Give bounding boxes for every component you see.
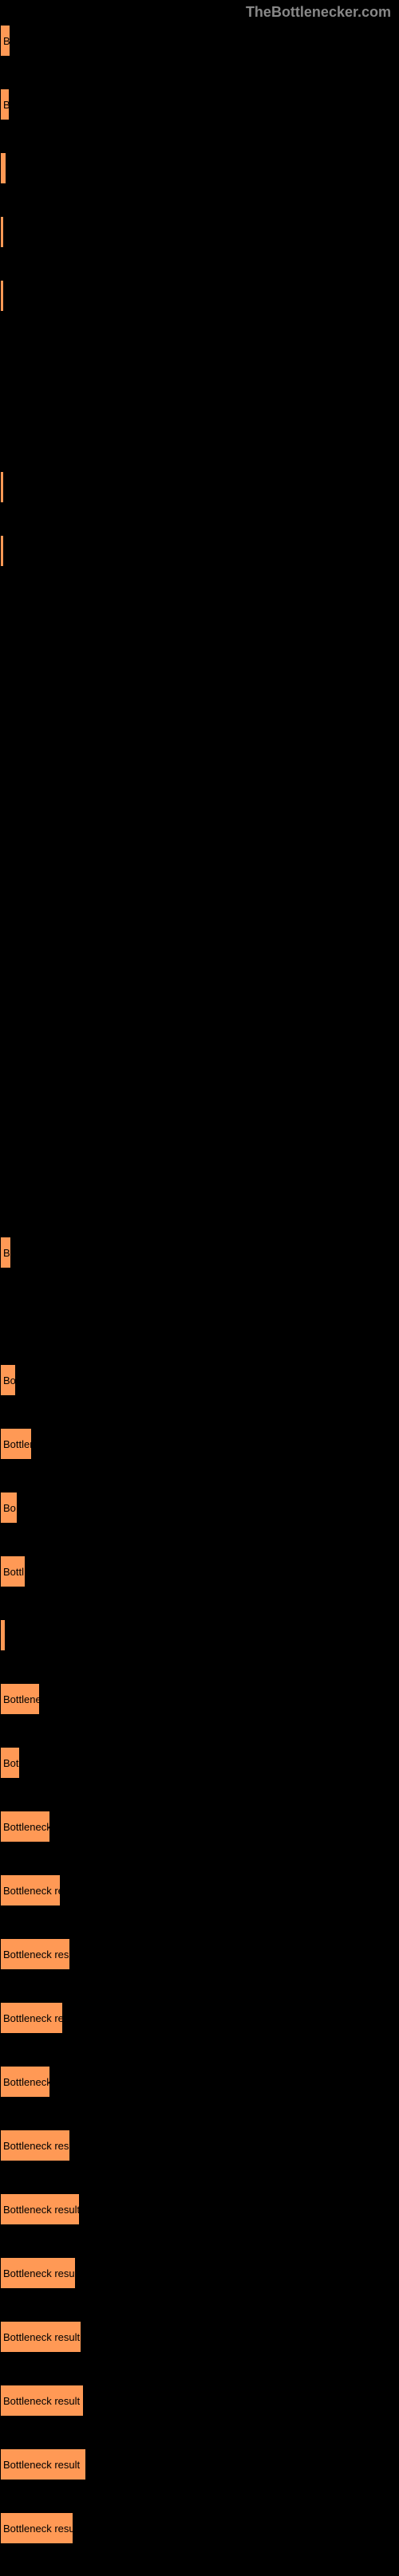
bar: Bottleneck result <box>0 2448 86 2480</box>
bar-label: Bot <box>3 1757 19 1769</box>
bar: Bottleneck result <box>0 2193 80 2225</box>
bar: Bottleneck re <box>0 1874 61 1906</box>
bar-label: Bo <box>3 1375 16 1386</box>
bar-label: Bottleneck result <box>3 2331 80 2343</box>
bar-row: Bottleneck resu <box>0 2512 399 2554</box>
bar-row <box>0 981 399 1024</box>
bar-label: Bottleneck <box>3 2076 50 2088</box>
bar: Bottleneck <box>0 1811 50 1843</box>
bar-label: Bottleneck resu <box>3 2140 70 2152</box>
brand-header: TheBottlenecker.com <box>0 0 399 25</box>
bar-row: Bottleneck result <box>0 2321 399 2363</box>
bar-label: Bottl <box>3 1566 24 1578</box>
bar-row <box>0 790 399 832</box>
bar-label: Bottleneck result <box>3 2204 80 2216</box>
bar <box>0 280 4 312</box>
bar: Bottlene <box>0 1683 40 1715</box>
bar-row: Bottleneck result <box>0 2193 399 2236</box>
bar: Bottleneck resu <box>0 2130 70 2161</box>
bar-row <box>0 1300 399 1343</box>
bar <box>0 216 4 248</box>
bar <box>0 152 6 184</box>
bar: B <box>0 88 10 120</box>
bar-label: Bottleneck resul <box>3 2267 76 2279</box>
bar-row: Bottleneck re <box>0 1874 399 1917</box>
bar-row <box>0 152 399 195</box>
bar-row <box>0 535 399 577</box>
bar-row <box>0 663 399 705</box>
bar-row: Bottleneck re <box>0 2002 399 2044</box>
bar-row: Bo <box>0 1492 399 1534</box>
bar-row: Bottleneck result <box>0 2385 399 2427</box>
brand-text: TheBottlenecker.com <box>246 4 391 20</box>
bar-row <box>0 407 399 450</box>
bar-row <box>0 918 399 960</box>
bar-row: Bottleneck resul <box>0 2257 399 2299</box>
bar-row: Bottleneck result <box>0 2448 399 2491</box>
bar-row <box>0 280 399 322</box>
bar <box>0 471 4 503</box>
bar: Bottleneck result <box>0 2321 81 2353</box>
bar-row <box>0 1109 399 1151</box>
bar-row: B <box>0 88 399 131</box>
bar-row <box>0 1173 399 1215</box>
bar-row <box>0 1619 399 1662</box>
bar-label: B <box>3 35 10 47</box>
bar-row <box>0 726 399 769</box>
bar-row <box>0 344 399 386</box>
bar-label: Bottlene <box>3 1693 40 1705</box>
bar-row: B <box>0 1237 399 1279</box>
bar: Bottl <box>0 1555 26 1587</box>
bar-label: Bottleneck <box>3 1821 50 1833</box>
bar-row: B <box>0 25 399 67</box>
bar-row: Bottleneck resu <box>0 2130 399 2172</box>
bar: B <box>0 25 10 57</box>
bottleneck-chart: B B B Bo Bottler Bo Bottl Bottlene Bot Bottleneck… <box>0 25 399 2554</box>
bar-row: Bo <box>0 1364 399 1406</box>
bar-row: Bottleneck <box>0 2066 399 2108</box>
bar-row <box>0 1045 399 1087</box>
bar: Bottleneck result <box>0 2385 84 2417</box>
bar-row <box>0 216 399 258</box>
bar-row: Bottleneck <box>0 1811 399 1853</box>
bar: Bottleneck <box>0 2066 50 2098</box>
bar: Bottleneck re <box>0 2002 63 2034</box>
bar-row: Bottl <box>0 1555 399 1598</box>
bar-row <box>0 599 399 641</box>
bar-row: Bottlene <box>0 1683 399 1725</box>
bar-label: Bottleneck result <box>3 2395 80 2407</box>
bar: Bottler <box>0 1428 32 1460</box>
bar: Bo <box>0 1364 16 1396</box>
bar: B <box>0 1237 11 1268</box>
bar: Bo <box>0 1492 18 1524</box>
bar-label: Bottleneck re <box>3 2012 63 2024</box>
bar-label: B <box>3 1247 10 1259</box>
bar <box>0 1619 6 1651</box>
bar-label: Bottleneck re <box>3 1885 61 1897</box>
bar-row: Bottleneck resu <box>0 1938 399 1980</box>
bar: Bottleneck resul <box>0 2257 76 2289</box>
bar-label: Bottleneck result <box>3 2459 80 2471</box>
bar: Bottleneck resu <box>0 2512 73 2544</box>
bar-row: Bot <box>0 1747 399 1789</box>
bar-row <box>0 854 399 896</box>
bar-row: Bottler <box>0 1428 399 1470</box>
bar: Bottleneck resu <box>0 1938 70 1970</box>
bar-label: Bottleneck resu <box>3 1949 70 1961</box>
bar <box>0 535 4 567</box>
bar-label: Bo <box>3 1502 16 1514</box>
bar-label: B <box>3 99 10 111</box>
bar-label: Bottler <box>3 1438 32 1450</box>
bar-label: Bottleneck resu <box>3 2523 73 2535</box>
bar-row <box>0 471 399 513</box>
bar: Bot <box>0 1747 20 1779</box>
